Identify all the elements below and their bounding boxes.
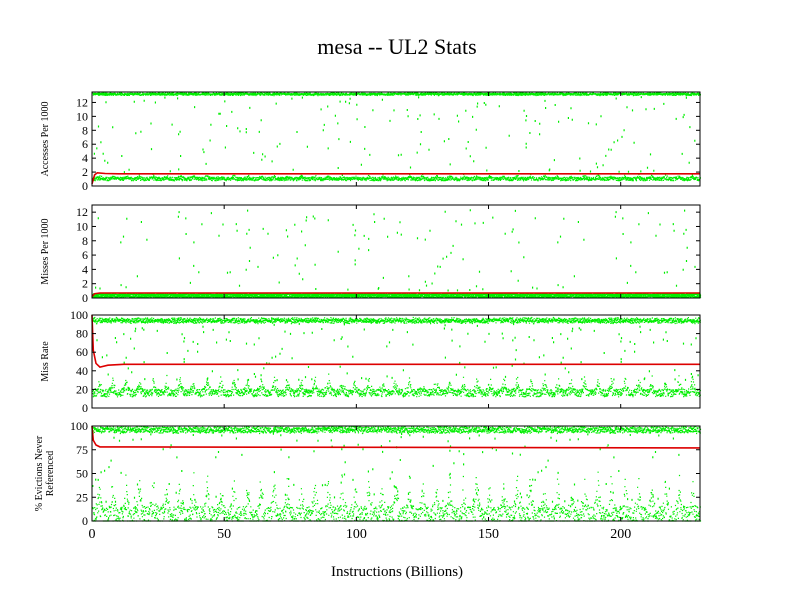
scatter-points [92,209,702,299]
y-tick-label: 6 [82,248,88,262]
scatter-series [91,316,701,398]
x-tick-label: 0 [89,527,96,542]
y-tick-label: 0 [82,401,88,415]
y-tick-label: 4 [82,151,88,165]
y-tick-label: 10 [76,109,88,123]
y-tick-label: 2 [82,277,88,291]
x-tick-label: 200 [610,527,631,542]
y-tick-label: 4 [82,262,88,276]
y-tick-label: 0 [82,179,88,193]
y-tick-label: 10 [76,219,88,233]
plot-frame [91,425,701,522]
y-tick-label: 8 [82,234,88,248]
y-tick-label: 80 [76,327,88,341]
y-tick-label: 8 [82,123,88,137]
y-tick-label: 20 [76,382,88,396]
x-tick-label: 50 [217,527,231,542]
mean-line [91,171,700,185]
y-tick-label: 100 [70,308,88,322]
y-tick-label: 0 [82,514,88,528]
y-axis-label: Miss Rate [40,341,51,382]
y-tick-label: 60 [76,345,88,359]
y-tick-label: 40 [76,364,88,378]
scatter-points [91,316,701,398]
plot-frame [91,314,701,409]
scatter-points [92,425,702,522]
scatter-points [92,92,701,182]
plot-frame [91,91,701,187]
plot-frame [91,204,701,299]
scatter-series [92,92,701,182]
y-tick-label: 12 [76,95,88,109]
chart-title: mesa -- UL2 Stats [317,34,476,59]
mean-line [91,292,700,298]
scatter-series [92,209,702,299]
y-tick-label: 100 [70,419,88,433]
mean-line [91,314,700,368]
y-tick-label: 25 [76,490,88,504]
y-axis-label: Accesses Per 1000 [40,102,51,177]
panel-3: 0 20 40 60 80 100 Miss Rate [40,308,701,415]
y-tick-label: 50 [76,467,88,481]
x-tick-label: 150 [478,527,499,542]
y-axis-label: Misses Per 1000 [40,218,51,284]
mean-line [91,425,701,449]
y-tick-label: 6 [82,137,88,151]
y-tick-label: 2 [82,165,88,179]
y-tick-label: 75 [76,443,88,457]
x-tick-label: 100 [346,527,367,542]
panel-4: 0 25 50 75 100 % Evictions NeverReferenced 0 50… [34,419,702,542]
scatter-series [92,425,702,522]
y-tick-label: 12 [76,205,88,219]
y-axis-label: % Evictions NeverReferenced [34,435,56,511]
y-tick-label: 0 [82,291,88,305]
x-axis-label: Instructions (Billions) [331,564,463,580]
